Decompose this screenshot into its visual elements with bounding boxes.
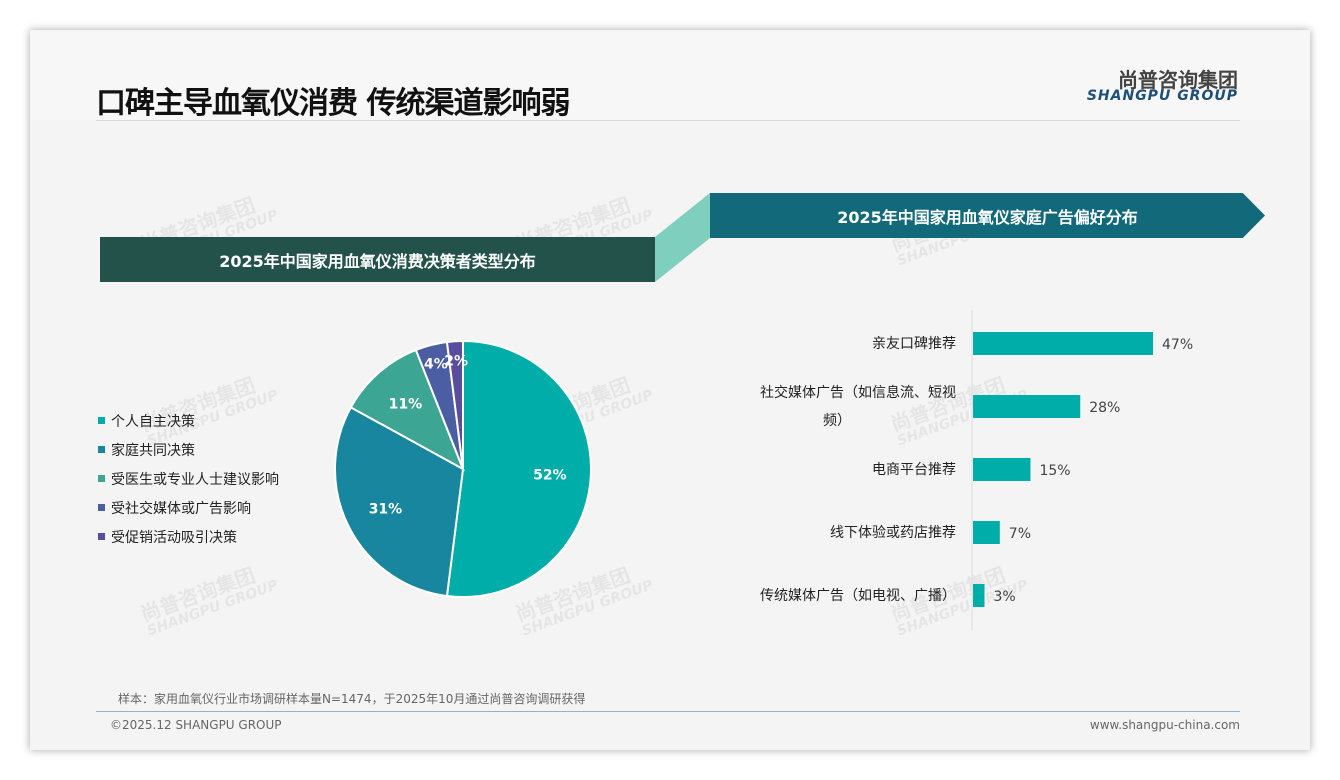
bar [973, 332, 1153, 355]
pie-legend: 个人自主决策 家庭共同决策受医生或专业人士建议影响 受社交媒体或广告影响 受促销活动吸… [98, 406, 279, 551]
legend-item: 受医生或专业人士建议影响 [98, 464, 279, 493]
bar-data-label: 28% [1089, 400, 1120, 416]
pie-slice [334, 405, 465, 598]
bar [973, 584, 985, 607]
bar-data-label: 7% [1009, 526, 1031, 542]
legend-item: 受社交媒体或广告影响 [98, 493, 279, 522]
category-label: 电商平台推荐 [872, 462, 956, 478]
legend-label: 受促销活动吸引决策 [111, 529, 237, 546]
footer-divider [96, 711, 1240, 712]
category-label: 传统媒体广告（如电视、广播） [760, 588, 956, 604]
divider [96, 120, 1240, 121]
bar-data-label: 3% [993, 589, 1015, 605]
legend-label: 受医生或专业人士建议影响 [111, 471, 279, 488]
bar-data-label: 47% [1162, 337, 1193, 353]
logo-cn: 尚普咨询集团 [1118, 68, 1238, 92]
legend-item: 个人自主决策 [98, 406, 279, 435]
category-label: 线下体验或药店推荐 [830, 525, 956, 541]
legend-label: 家庭共同决策 [111, 442, 195, 459]
legend-label: 受社交媒体或广告影响 [111, 500, 251, 517]
pie-data-label: 2% [444, 353, 468, 369]
pie-chart: 52% 31% 11% 4%2% [334, 339, 592, 598]
pie-data-label: 52% [533, 467, 567, 483]
pie-slice [445, 339, 592, 598]
bar [973, 458, 1031, 481]
slide: 口碑主导血氧仪消费 传统渠道影响弱 尚普咨询集团 SHANGPU GROUP 尚… [30, 30, 1310, 750]
category-label: 社交媒体广告（如信息流、短视 [760, 384, 956, 401]
pie-slice [349, 348, 465, 472]
legend-item: 家庭共同决策 [98, 435, 279, 464]
copyright: ©2025.12 SHANGPU GROUP [110, 718, 282, 732]
bar-data-label: 15% [1039, 463, 1070, 479]
bar [973, 521, 1000, 544]
pie-slice [445, 339, 464, 470]
pie-data-label: 11% [389, 397, 423, 413]
website-url[interactable]: www.shangpu-china.com [1089, 718, 1240, 732]
bar [973, 395, 1081, 418]
category-label: 亲友口碑推荐 [872, 336, 956, 352]
header [30, 30, 1310, 120]
pie-data-label: 4% [424, 357, 448, 373]
legend-item: 受促销活动吸引决策 [98, 522, 279, 551]
bar-chart-title: 2025年中国家用血氧仪家庭广告偏好分布 [710, 193, 1265, 238]
sample-note: 样本：家用血氧仪行业市场调研样本量N=1474，于2025年10月通过尚普咨询调… [118, 692, 586, 706]
category-label: 频） [823, 413, 851, 429]
pie-chart-title: 2025年中国家用血氧仪消费决策者类型分布 [100, 237, 655, 282]
banner-connector [655, 193, 710, 282]
bar-chart: 47% 亲友口碑推荐 28% 社交媒体广告（如信息流、短视频） 15% 电商平台推荐 7% 线… [760, 310, 1193, 630]
legend-label: 个人自主决策 [111, 413, 195, 430]
page-title: 口碑主导血氧仪消费 传统渠道影响弱 [96, 86, 570, 121]
pie-data-label: 31% [369, 502, 403, 518]
logo-en: SHANGPU GROUP [1086, 88, 1238, 104]
